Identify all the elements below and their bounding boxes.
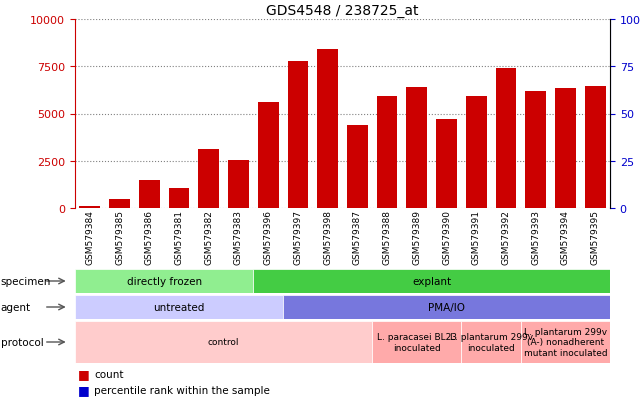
Point [590, 19, 600, 25]
Title: GDS4548 / 238725_at: GDS4548 / 238725_at [266, 4, 419, 17]
Bar [377, 96, 397, 209]
Text: control: control [208, 338, 239, 347]
Point [115, 43, 125, 50]
Point [382, 19, 392, 25]
Point [174, 36, 184, 42]
Bar [75, 140, 104, 204]
Text: agent: agent [1, 302, 31, 312]
Bar [253, 140, 283, 204]
Text: L. plantarum 299v
inoculated: L. plantarum 299v inoculated [449, 332, 533, 352]
Bar [135, 140, 164, 204]
Point [263, 19, 273, 25]
Text: ■: ■ [78, 368, 90, 380]
Point [293, 19, 303, 25]
Point [322, 19, 333, 25]
Bar [75, 295, 283, 319]
Bar [139, 180, 160, 209]
Bar [466, 97, 487, 209]
Point [353, 19, 363, 25]
Point [85, 58, 95, 65]
Bar [342, 140, 372, 204]
Point [412, 19, 422, 25]
Bar [79, 206, 100, 209]
Bar [228, 160, 249, 209]
Bar [436, 120, 457, 209]
Text: PMA/IO: PMA/IO [428, 302, 465, 312]
Bar [372, 140, 402, 204]
Point [442, 19, 452, 25]
Bar [288, 62, 308, 209]
Bar [551, 140, 580, 204]
Point [204, 19, 214, 25]
Text: directly frozen: directly frozen [127, 276, 202, 286]
Bar [585, 87, 606, 209]
Bar [555, 89, 576, 209]
Point [531, 19, 541, 25]
Bar [521, 321, 610, 363]
Bar [109, 199, 130, 209]
Bar [253, 269, 610, 293]
Bar [283, 140, 313, 204]
Text: L. paracasei BL23
inoculated: L. paracasei BL23 inoculated [377, 332, 457, 352]
Bar [317, 50, 338, 209]
Bar [372, 321, 462, 363]
Text: count: count [94, 369, 124, 379]
Bar [431, 140, 462, 204]
Point [471, 19, 481, 25]
Text: protocol: protocol [1, 337, 44, 347]
Text: ■: ■ [78, 383, 90, 396]
Text: explant: explant [412, 276, 451, 286]
Bar [580, 140, 610, 204]
Point [144, 22, 154, 29]
Bar [164, 140, 194, 204]
Bar [406, 88, 427, 209]
Bar [194, 140, 224, 204]
Point [501, 19, 511, 25]
Point [233, 19, 244, 25]
Bar [462, 140, 491, 204]
Bar [75, 269, 253, 293]
Text: specimen: specimen [1, 276, 51, 286]
Bar [75, 321, 372, 363]
Text: L. plantarum 299v
(A-) nonadherent
mutant inoculated: L. plantarum 299v (A-) nonadherent mutan… [524, 328, 607, 357]
Bar [258, 103, 279, 209]
Bar [224, 140, 253, 204]
Text: percentile rank within the sample: percentile rank within the sample [94, 385, 270, 395]
Bar [198, 150, 219, 209]
Bar [347, 126, 368, 209]
Bar [491, 140, 521, 204]
Bar [521, 140, 551, 204]
Bar [495, 69, 517, 209]
Bar [283, 295, 610, 319]
Bar [169, 189, 190, 209]
Bar [402, 140, 431, 204]
Text: untreated: untreated [153, 302, 204, 312]
Bar [462, 321, 521, 363]
Bar [104, 140, 135, 204]
Point [560, 19, 570, 25]
Bar [525, 92, 546, 209]
Bar [313, 140, 342, 204]
